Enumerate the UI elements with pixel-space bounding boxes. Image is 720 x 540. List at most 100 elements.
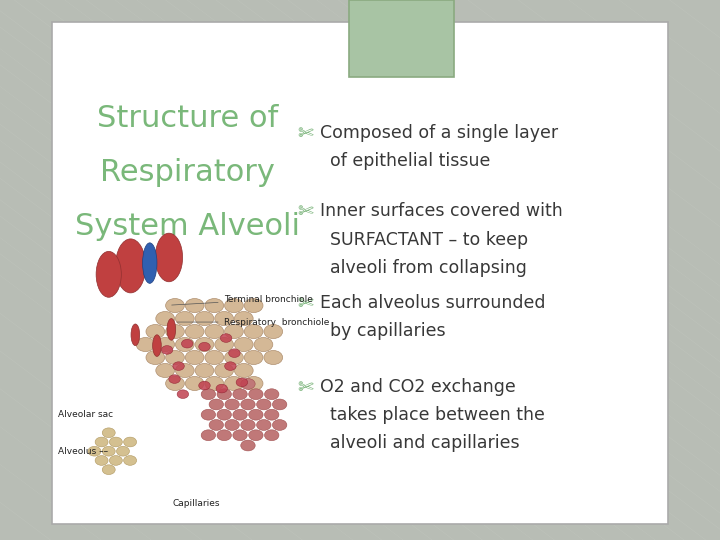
Circle shape [248,389,263,400]
Circle shape [254,338,273,352]
Circle shape [95,437,108,447]
Circle shape [217,430,231,441]
Circle shape [240,399,255,410]
Circle shape [124,437,137,447]
Circle shape [109,456,122,465]
Circle shape [240,420,255,430]
Text: Inner surfaces covered with: Inner surfaces covered with [320,202,563,220]
Circle shape [124,456,137,465]
Ellipse shape [156,233,183,282]
Circle shape [217,409,231,420]
Circle shape [244,325,263,339]
Circle shape [244,376,263,390]
Circle shape [240,379,255,389]
Circle shape [176,312,194,326]
Circle shape [264,430,279,441]
Text: O2 and CO2 exchange: O2 and CO2 exchange [320,378,516,396]
Circle shape [146,350,165,365]
Circle shape [233,430,247,441]
Circle shape [244,299,263,313]
Text: Respiratory: Respiratory [100,158,274,187]
Circle shape [236,378,248,387]
Text: Capillaries: Capillaries [173,498,220,508]
Ellipse shape [167,319,176,340]
Circle shape [225,420,239,430]
Circle shape [195,312,214,326]
Circle shape [102,447,115,456]
Circle shape [166,299,184,313]
Circle shape [168,375,180,383]
Circle shape [217,389,231,400]
Circle shape [146,325,165,339]
Circle shape [205,376,224,390]
Ellipse shape [143,243,157,284]
Circle shape [176,338,194,352]
Circle shape [205,350,224,365]
Circle shape [156,363,174,377]
Text: by capillaries: by capillaries [330,322,446,340]
Circle shape [166,325,184,339]
Text: Terminal bronchiole: Terminal bronchiole [171,295,312,305]
Circle shape [201,409,215,420]
Circle shape [199,342,210,351]
Circle shape [272,420,287,430]
Circle shape [264,325,283,339]
Circle shape [195,338,214,352]
Circle shape [205,299,224,313]
Circle shape [166,350,184,365]
Circle shape [102,428,115,437]
Circle shape [156,338,174,352]
Ellipse shape [115,239,145,293]
Circle shape [181,339,193,348]
Circle shape [229,349,240,357]
Circle shape [215,338,233,352]
Text: ✄: ✄ [297,202,313,221]
Text: Composed of a single layer: Composed of a single layer [320,124,559,142]
Circle shape [185,376,204,390]
Circle shape [240,440,255,451]
Text: of epithelial tissue: of epithelial tissue [330,152,490,170]
Text: Each alveolus surrounded: Each alveolus surrounded [320,294,546,312]
Circle shape [244,350,263,365]
Text: Structure of: Structure of [96,104,278,133]
Circle shape [177,390,189,399]
FancyBboxPatch shape [52,22,668,524]
Text: Alveolar sac: Alveolar sac [58,410,113,419]
Circle shape [235,312,253,326]
Circle shape [205,325,224,339]
Text: alveoli from collapsing: alveoli from collapsing [330,259,526,276]
Circle shape [215,363,233,377]
Circle shape [264,350,283,365]
Circle shape [185,350,204,365]
Text: takes place between the: takes place between the [330,406,544,424]
Circle shape [235,338,253,352]
Circle shape [185,325,204,339]
FancyBboxPatch shape [349,0,454,77]
Ellipse shape [96,252,122,297]
Text: ✄: ✄ [297,124,313,143]
Circle shape [201,430,215,441]
Text: ✄: ✄ [297,294,313,313]
Circle shape [248,430,263,441]
Circle shape [225,362,236,370]
Circle shape [216,384,228,393]
Circle shape [117,447,130,456]
Circle shape [225,376,243,390]
Circle shape [173,362,184,370]
Circle shape [88,447,101,456]
Circle shape [272,399,287,410]
Circle shape [256,399,271,410]
Circle shape [235,363,253,377]
Text: Alveolus ––: Alveolus –– [58,447,108,456]
Circle shape [136,338,155,352]
Ellipse shape [131,324,140,346]
Circle shape [195,363,214,377]
Circle shape [209,399,223,410]
Circle shape [102,465,115,475]
Circle shape [95,456,108,465]
Circle shape [166,376,184,390]
Circle shape [256,420,271,430]
Circle shape [225,299,243,313]
Circle shape [156,312,174,326]
Circle shape [209,420,223,430]
